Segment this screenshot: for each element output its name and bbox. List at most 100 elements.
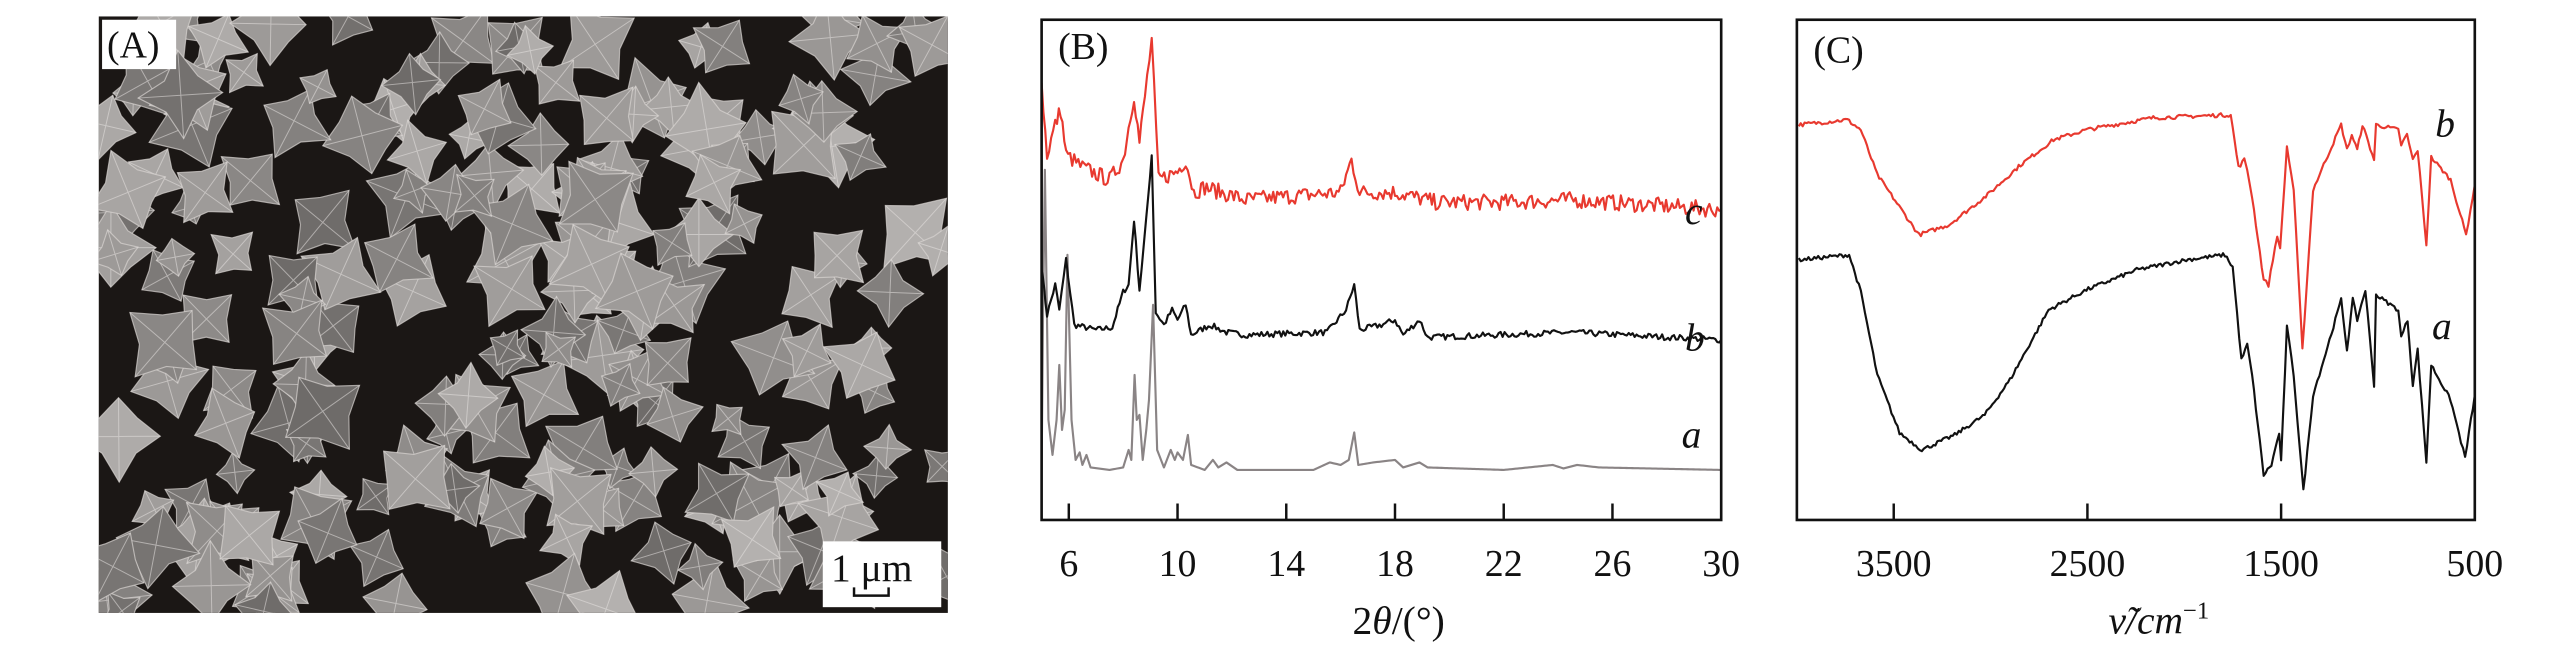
crystal-edge — [782, 323, 832, 378]
x-tick-label: 3500 — [1856, 543, 1932, 585]
xrd-x-axis-label: 2θ/(°) — [1353, 598, 1445, 642]
crystal-edge — [349, 529, 404, 587]
panel-c-ir-chart: 3500 2500 1500 500 (C) b a ν̃/cm−1 — [1795, 18, 2503, 643]
crystal-edge — [229, 16, 307, 66]
panel-b-label: (B) — [1058, 26, 1108, 68]
x-tick-label: 6 — [1059, 543, 1078, 585]
crystal-edge — [711, 404, 743, 435]
crystal-edge — [262, 299, 327, 365]
crystal-edge — [677, 543, 723, 590]
crystal-edge — [219, 505, 280, 566]
crystal-edge — [438, 362, 498, 429]
x-tick-label: 26 — [1594, 543, 1632, 585]
crystal-edge — [566, 570, 621, 613]
crystal-edge — [454, 174, 495, 217]
crystal-edge — [234, 582, 274, 613]
crystal-edge — [822, 332, 896, 399]
crystal-edge — [172, 540, 251, 613]
crystal-edge — [98, 150, 166, 229]
crystal-edge — [721, 506, 781, 568]
crystal-edge — [652, 222, 693, 266]
crystal-edge — [107, 591, 141, 613]
crystal-edge — [299, 69, 337, 104]
crystal-edge — [834, 133, 887, 181]
series-a-line — [1040, 168, 1722, 472]
crystal-edge — [285, 377, 360, 450]
crystal — [234, 581, 292, 613]
crystal — [328, 16, 374, 46]
scale-bar-label: 1 μm — [831, 546, 913, 590]
ir-x-axis-label: ν̃/cm−1 — [2108, 598, 2209, 643]
x-tick-label: 30 — [1702, 543, 1740, 585]
crystal-edge — [225, 53, 264, 93]
crystal-edge — [918, 226, 948, 276]
crystal — [534, 59, 581, 105]
series-c-line — [1040, 36, 1722, 218]
crystal-edge — [263, 89, 332, 158]
ir-curve-label-b: b — [2435, 102, 2455, 146]
crystal-edge — [177, 161, 234, 223]
crystal-edge — [525, 446, 575, 496]
xrd-curve-label-b: b — [1685, 315, 1705, 359]
crystal-edge — [381, 53, 441, 115]
crystal — [98, 532, 145, 602]
crystal-edge — [685, 154, 741, 214]
crystal-edge — [857, 259, 924, 328]
crystal-edge — [724, 203, 763, 244]
xrd-x-ticks: 6 10 14 18 22 26 30 — [1059, 503, 1740, 585]
crystal-edge — [788, 16, 868, 81]
crystal-edge — [693, 19, 750, 73]
crystal-edge — [628, 446, 678, 497]
crystal-edge — [774, 470, 809, 507]
crystal-edge — [816, 471, 864, 517]
crystal-edge — [645, 337, 692, 386]
crystal — [652, 222, 693, 267]
crystal-edge — [508, 113, 569, 176]
crystal-edge — [294, 190, 356, 255]
crystal-edge — [98, 397, 161, 483]
x-tick-label: 10 — [1159, 543, 1197, 585]
crystal-edge — [362, 573, 428, 613]
crystal-edge — [473, 255, 546, 327]
crystal-edge — [601, 363, 641, 407]
crystal-edge — [924, 449, 948, 483]
crystal-edge — [387, 119, 447, 184]
crystal-edge — [863, 424, 912, 470]
series-b-line — [1040, 154, 1723, 344]
crystal-edge — [672, 559, 750, 613]
crystal-edge — [781, 266, 840, 328]
series-b-line — [1797, 112, 2476, 350]
crystal-edge — [297, 498, 357, 564]
crystal-edge — [781, 424, 848, 490]
crystal-edge — [98, 532, 145, 595]
crystal-edge — [733, 554, 783, 602]
sem-crystals — [98, 16, 948, 613]
crystal-edge — [899, 16, 948, 77]
crystal-edge — [458, 79, 512, 135]
crystal-edge — [98, 95, 137, 159]
crystal-edge — [579, 86, 634, 145]
crystal-edge — [194, 387, 255, 459]
crystal-edge — [559, 161, 634, 233]
crystal-edge — [479, 478, 538, 539]
xrd-curves — [1040, 36, 1723, 472]
crystal-edge — [595, 253, 674, 330]
crystal-edge — [813, 230, 864, 283]
ir-curves — [1797, 112, 2476, 491]
panel-a-sem-image: (A) 1 μm — [98, 16, 948, 613]
crystal-edge — [684, 463, 750, 523]
scale-bar: 1 μm — [822, 541, 942, 608]
crystal-edge — [245, 554, 294, 602]
x-tick-label: 1500 — [2243, 543, 2319, 585]
x-tick-label: 22 — [1485, 543, 1523, 585]
crystal-edge — [534, 59, 581, 105]
x-tick-label: 2500 — [2050, 543, 2126, 585]
crystal-edge — [507, 25, 554, 75]
crystal-edge — [156, 238, 195, 277]
crystal-edge — [853, 454, 898, 499]
crystal-edge — [778, 74, 824, 125]
crystal-edge — [221, 153, 280, 206]
panel-c-label: (C) — [1813, 30, 1863, 72]
crystal-edge — [490, 329, 525, 366]
